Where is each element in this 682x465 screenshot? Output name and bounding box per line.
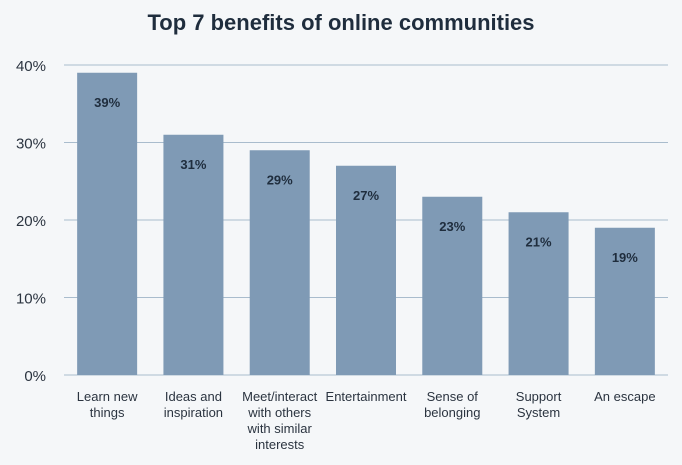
chart-title: Top 7 benefits of online communities [147, 10, 534, 35]
x-tick-label: Learn new things [76, 389, 138, 420]
y-tick-label: 40% [16, 58, 46, 75]
y-tick-label: 20% [16, 213, 46, 230]
x-tick-label: Meet/interact with others with similar i… [242, 389, 318, 452]
bar [336, 165, 396, 375]
data-label: 23% [439, 219, 465, 234]
bar [508, 212, 569, 375]
data-label: 21% [526, 235, 552, 250]
data-label: 29% [267, 173, 293, 188]
bar [249, 150, 310, 375]
x-tick-label: Entertainment [325, 389, 407, 404]
data-label: 19% [612, 250, 638, 265]
x-tick-label: An escape [594, 389, 656, 404]
y-tick-label: 0% [24, 368, 46, 385]
bar [594, 227, 655, 375]
x-tick-label: Support System [515, 389, 562, 420]
bar [163, 134, 224, 375]
x-tick-label: Ideas and inspiration [163, 389, 224, 420]
data-label: 27% [353, 188, 379, 203]
data-label: 31% [180, 157, 206, 172]
bar [77, 72, 138, 375]
x-tick-label: Sense of belonging [424, 389, 481, 420]
y-tick-label: 10% [16, 290, 46, 307]
bar [422, 196, 483, 375]
y-tick-label: 30% [16, 135, 46, 152]
data-label: 39% [94, 95, 120, 110]
